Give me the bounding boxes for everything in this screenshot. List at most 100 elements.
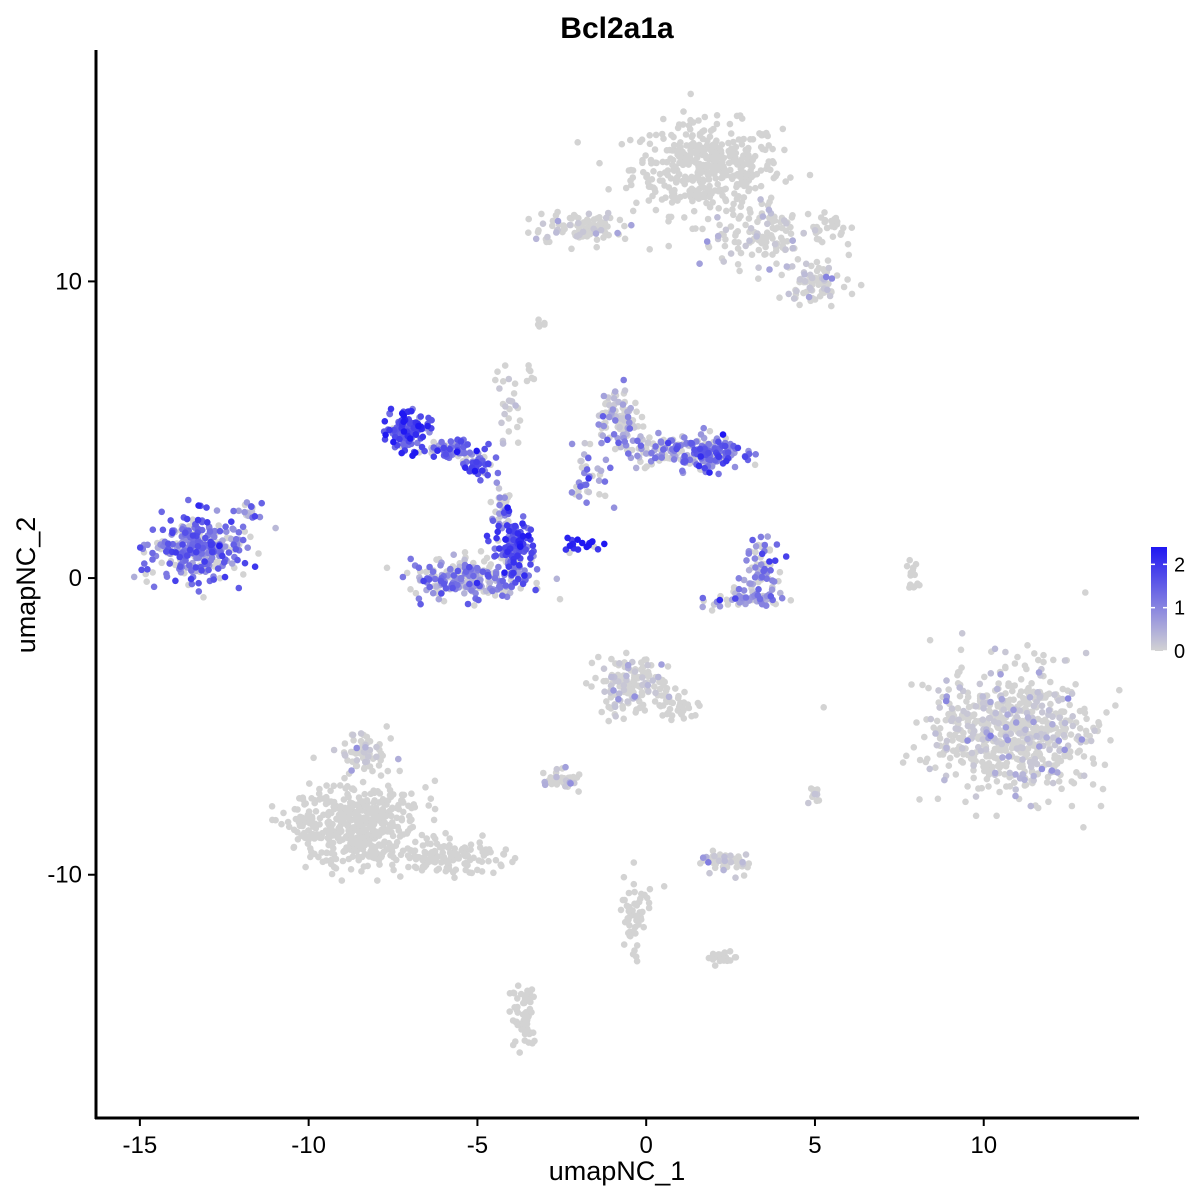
cell-point (667, 213, 675, 221)
cell-point (692, 712, 699, 719)
cell-point (826, 292, 834, 300)
cell-point (639, 156, 646, 164)
cell-point (221, 543, 229, 550)
cell-point (995, 761, 1003, 768)
cell-point (532, 586, 539, 594)
cell-point (214, 565, 222, 572)
cell-point (737, 249, 745, 257)
cell-point (1040, 658, 1047, 666)
cell-point (474, 866, 481, 874)
cell-point (582, 680, 590, 687)
cell-point (632, 953, 640, 960)
cell-point (525, 532, 532, 539)
cell-point (495, 563, 502, 571)
cell-point (652, 131, 660, 139)
cell-point (1026, 694, 1034, 701)
cell-point (659, 712, 666, 719)
cell-point (442, 451, 450, 458)
cell-point (1055, 754, 1062, 762)
cell-point (761, 565, 768, 573)
x-tick-label: 0 (640, 1132, 653, 1159)
cell-point (235, 507, 242, 515)
cell-point (844, 240, 852, 248)
cell-point (926, 765, 933, 773)
cell-point (668, 716, 675, 724)
cell-point (807, 785, 815, 792)
cell-point (656, 170, 664, 178)
cell-point (658, 661, 665, 668)
cell-point (200, 594, 207, 601)
cell-point (464, 600, 472, 608)
cell-point (821, 218, 828, 226)
cell-point (454, 567, 462, 575)
cell-point (959, 745, 966, 752)
cell-point (679, 707, 687, 715)
cell-point (232, 545, 240, 553)
cell-point (398, 410, 406, 417)
cell-point (363, 733, 371, 741)
cell-point (638, 413, 646, 421)
cell-point (985, 707, 993, 714)
cell-point (1078, 736, 1086, 743)
cell-point (705, 449, 712, 457)
cell-point (325, 818, 333, 825)
cell-point (400, 428, 408, 435)
cell-point (544, 233, 551, 241)
cell-point (946, 754, 954, 762)
cell-point (1024, 714, 1032, 721)
cell-point (298, 832, 305, 839)
cell-point (1034, 689, 1041, 696)
cell-point (740, 576, 748, 584)
cell-point (1000, 706, 1007, 713)
cell-point (770, 159, 777, 167)
cell-point (353, 812, 361, 819)
cell-point (514, 995, 521, 1002)
legend-tick-label: 0 (1174, 641, 1185, 663)
cell-point (521, 993, 529, 1000)
cell-point (434, 447, 441, 455)
cell-point (626, 419, 633, 426)
cell-point (844, 276, 851, 283)
cell-point (595, 421, 602, 428)
cell-point (427, 795, 435, 802)
cell-point (698, 162, 705, 169)
cell-point (475, 596, 482, 604)
cell-point (575, 219, 582, 227)
cell-point (740, 194, 748, 201)
cell-point (296, 795, 303, 802)
cell-point (979, 716, 987, 723)
cell-point (804, 210, 812, 218)
cell-point (330, 746, 338, 754)
cell-point (1055, 737, 1063, 744)
cell-point (1036, 743, 1043, 750)
cell-point (487, 498, 495, 506)
cell-point (719, 174, 726, 181)
cell-point (635, 921, 642, 928)
cell-point (825, 264, 833, 272)
cell-point (431, 575, 439, 583)
cell-point (612, 417, 619, 424)
cell-point (501, 410, 508, 418)
cell-point (568, 440, 576, 448)
cell-point (734, 444, 742, 452)
cell-point (1040, 651, 1047, 659)
cell-point (575, 788, 582, 795)
cell-point (268, 803, 276, 810)
cell-point (496, 545, 503, 552)
cell-point (577, 483, 584, 490)
cell-point (492, 552, 500, 559)
cell-point (972, 812, 980, 820)
cell-point (908, 681, 915, 688)
cell-point (625, 903, 633, 911)
cell-point (769, 577, 776, 584)
cell-point (440, 597, 448, 605)
cell-point (806, 171, 814, 179)
cell-point (903, 752, 910, 760)
cell-point (384, 767, 392, 775)
cell-point (499, 378, 507, 385)
cell-point (387, 405, 395, 413)
cell-point (310, 823, 317, 830)
cell-point (515, 562, 523, 569)
cell-point (824, 286, 831, 294)
cell-point (498, 862, 505, 870)
